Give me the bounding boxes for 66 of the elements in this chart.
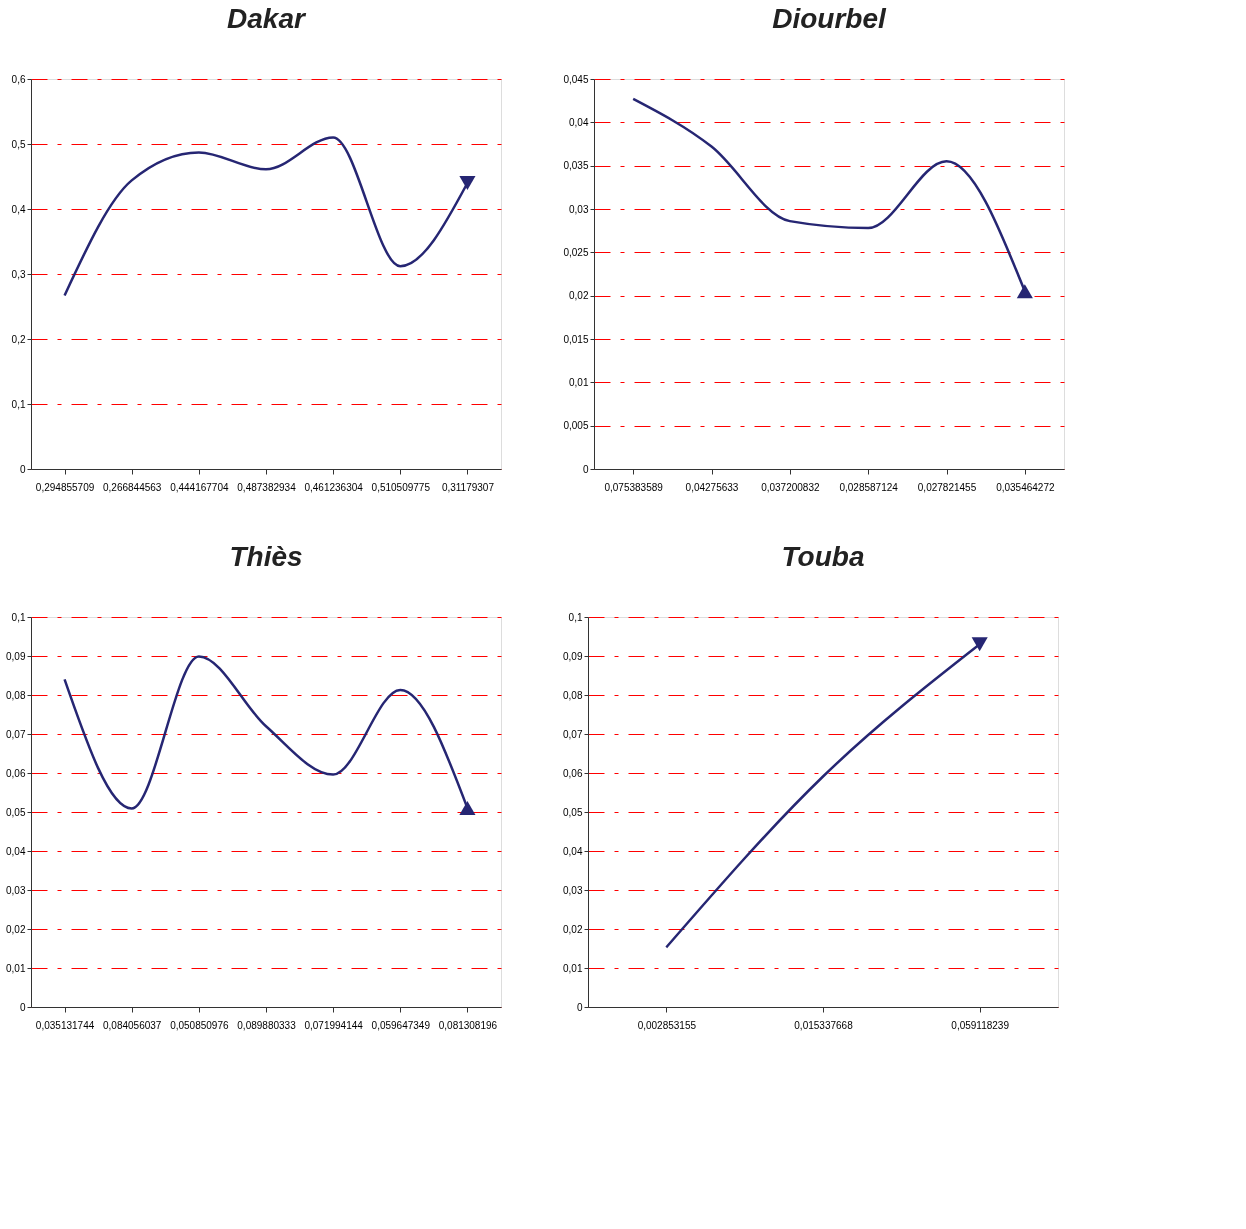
y-tick-label: 0,07 — [563, 728, 583, 740]
x-tick-label: 0,294855709 — [35, 481, 95, 493]
y-tick-label: 0,04 — [569, 116, 589, 128]
x-tick-label: 0,071994144 — [304, 1019, 364, 1031]
y-tick-label: 0,025 — [563, 246, 589, 258]
y-tick-label: 0,04 — [563, 845, 583, 857]
x-tick-label: 0,002853155 — [637, 1019, 697, 1031]
y-tick-label: 0,1 — [11, 611, 26, 623]
y-tick-label: 0,02 — [563, 923, 583, 935]
y-tick-label: 0,05 — [6, 806, 26, 818]
y-tick-label: 0,02 — [6, 923, 26, 935]
x-tick-label: 0,510509775 — [371, 481, 431, 493]
x-tick-label: 0,075383589 — [604, 481, 664, 493]
y-tick-label: 0,01 — [563, 962, 583, 974]
chart-title: Touba — [781, 541, 865, 572]
chart-title: Diourbel — [772, 3, 887, 34]
chart-title: Thiès — [229, 541, 303, 572]
y-tick-label: 0,06 — [6, 767, 26, 779]
y-tick-label: 0,6 — [11, 73, 26, 85]
y-tick-label: 0,06 — [563, 767, 583, 779]
x-tick-label: 0,037200832 — [761, 481, 820, 493]
x-tick-label: 0,028587124 — [839, 481, 899, 493]
y-tick-label: 0,03 — [563, 884, 583, 896]
x-tick-label: 0,084056037 — [103, 1019, 162, 1031]
y-tick-label: 0,01 — [569, 376, 589, 388]
y-tick-label: 0,01 — [6, 962, 26, 974]
y-tick-label: 0,1 — [568, 611, 583, 623]
y-tick-label: 0 — [582, 463, 589, 475]
x-tick-label: 0,04275633 — [685, 481, 739, 493]
x-tick-label: 0,027821455 — [917, 481, 977, 493]
y-tick-label: 0,5 — [11, 138, 26, 150]
y-tick-label: 0,04 — [6, 845, 26, 857]
y-tick-label: 0,045 — [563, 73, 589, 85]
y-tick-label: 0,09 — [6, 650, 26, 662]
y-tick-label: 0,09 — [563, 650, 583, 662]
x-tick-label: 0,266844563 — [103, 481, 162, 493]
x-tick-label: 0,059647349 — [371, 1019, 431, 1031]
y-tick-label: 0,03 — [6, 884, 26, 896]
y-tick-label: 0,4 — [11, 203, 26, 215]
y-tick-label: 0 — [19, 1001, 26, 1013]
y-tick-label: 0,035 — [563, 160, 589, 172]
x-tick-label: 0,461236304 — [304, 481, 364, 493]
y-tick-label: 0,1 — [11, 398, 26, 410]
x-tick-label: 0,050850976 — [170, 1019, 229, 1031]
x-tick-label: 0,487382934 — [237, 481, 297, 493]
y-tick-label: 0,2 — [11, 333, 26, 345]
y-tick-label: 0 — [19, 463, 26, 475]
y-tick-label: 0,08 — [563, 689, 583, 701]
y-tick-label: 0,02 — [569, 290, 589, 302]
y-tick-label: 0,08 — [6, 689, 26, 701]
x-tick-label: 0,015337668 — [794, 1019, 854, 1031]
x-tick-label: 0,035131744 — [35, 1019, 95, 1031]
y-tick-label: 0 — [576, 1001, 583, 1013]
x-tick-label: 0,035464272 — [996, 481, 1055, 493]
x-tick-label: 0,059118239 — [951, 1019, 1010, 1031]
y-tick-label: 0,05 — [563, 806, 583, 818]
x-tick-label: 0,31179307 — [441, 481, 495, 493]
x-tick-label: 0,444167704 — [170, 481, 229, 493]
y-tick-label: 0,015 — [563, 333, 589, 345]
chart-title: Dakar — [227, 3, 308, 34]
y-tick-label: 0,03 — [569, 203, 589, 215]
y-tick-label: 0,07 — [6, 728, 26, 740]
x-tick-label: 0,081308196 — [438, 1019, 498, 1031]
y-tick-label: 0,3 — [11, 268, 26, 280]
y-tick-label: 0,005 — [563, 420, 589, 432]
x-tick-label: 0,089880333 — [237, 1019, 297, 1031]
